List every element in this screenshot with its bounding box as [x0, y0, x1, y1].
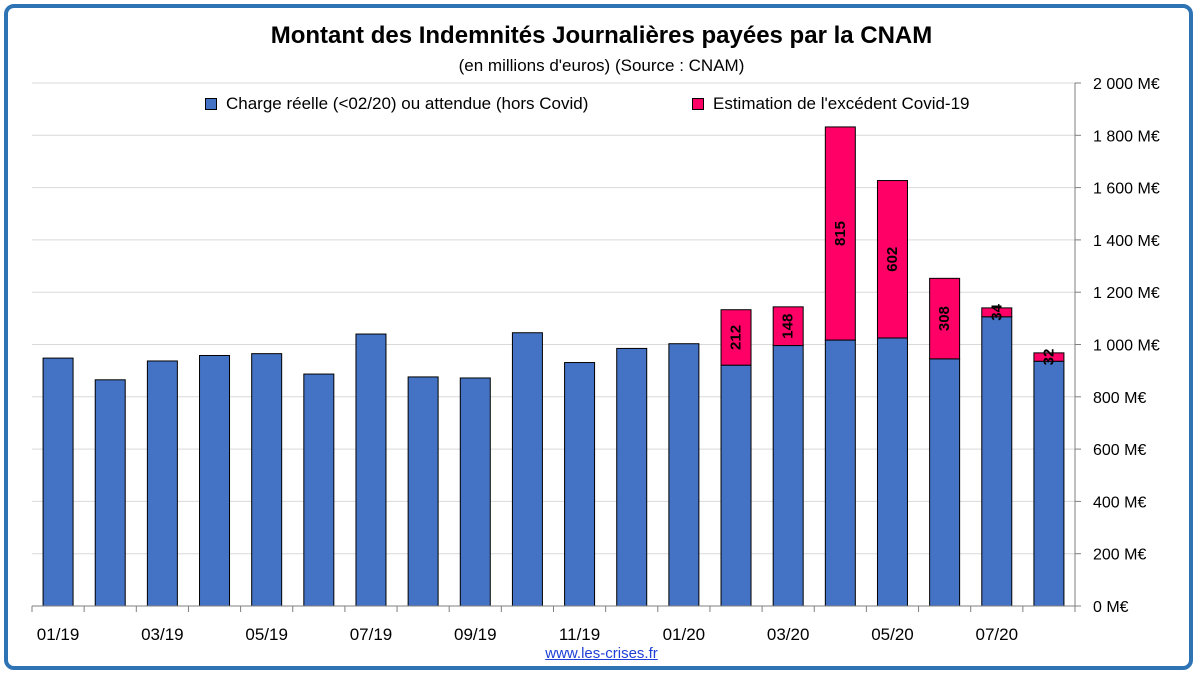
legend-item-covid: Estimation de l'excédent Covid-19: [692, 94, 970, 114]
chart-subtitle: (en millions d'euros) (Source : CNAM): [458, 56, 745, 75]
legend-swatch-base: [205, 98, 217, 110]
legend-label-covid: Estimation de l'excédent Covid-19: [713, 94, 970, 113]
legend-label-base: Charge réelle (<02/20) ou attendue (hors…: [226, 94, 589, 113]
chart-frame: [4, 4, 1193, 670]
legend-item-base: Charge réelle (<02/20) ou attendue (hors…: [205, 94, 588, 114]
legend-swatch-covid: [692, 98, 704, 110]
source-link[interactable]: www.les-crises.fr: [545, 645, 658, 662]
chart-title: Montant des Indemnités Journalières payé…: [270, 22, 933, 49]
